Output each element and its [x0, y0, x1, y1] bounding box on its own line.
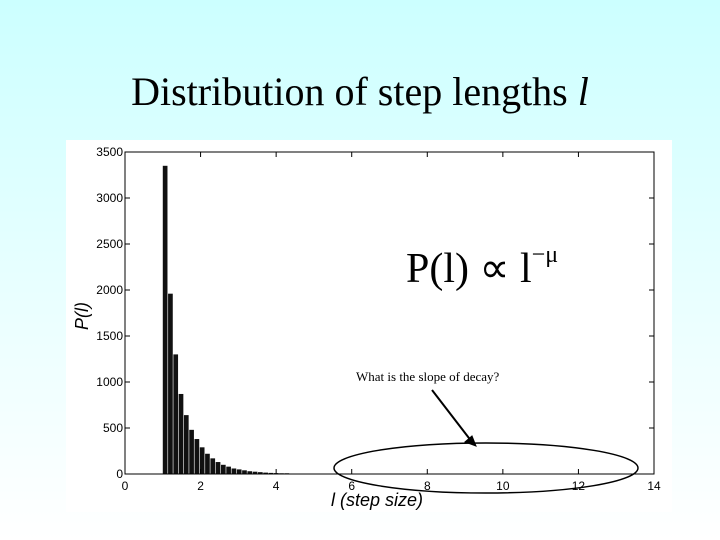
y-tick-label: 1500 — [96, 329, 123, 343]
x-tick-label: 6 — [348, 479, 355, 493]
formula-exponent: −μ — [531, 242, 559, 268]
histogram-bar — [173, 354, 179, 474]
y-tick-label: 1000 — [96, 375, 123, 389]
x-tick-label: 0 — [122, 479, 129, 493]
y-tick-label: 2000 — [96, 283, 123, 297]
histogram-bar — [183, 415, 189, 474]
histogram-bar — [226, 466, 231, 474]
histogram-bar — [263, 472, 268, 474]
histogram-bar — [205, 453, 210, 474]
histogram-bar — [162, 165, 168, 475]
formula-main: P(l) ∝ l — [406, 246, 532, 292]
histogram-chart: 0 2 4 6 8 10 12 14 0 500 1000 1500 2000 2500 3000 3500… — [72, 145, 661, 510]
power-law-formula: P(l) ∝ l−μ — [406, 242, 558, 293]
tail-ellipse — [333, 442, 639, 494]
x-ticks: 0 2 4 6 8 10 12 14 — [122, 152, 661, 493]
plot-frame — [124, 151, 655, 475]
x-tick-label: 10 — [496, 479, 510, 493]
histogram-bar — [258, 472, 263, 474]
title-text: Distribution of step lengths — [131, 69, 578, 114]
histogram-bar — [236, 469, 242, 474]
histogram-bar — [210, 458, 216, 474]
histogram-figure: 0 2 4 6 8 10 12 14 0 500 1000 1500 2000 2500 3000 3500… — [66, 140, 672, 512]
histogram-bar — [220, 464, 226, 474]
histogram-bar — [252, 471, 258, 474]
histogram-bar — [199, 447, 205, 474]
title-variable: l — [577, 69, 589, 114]
x-tick-label: 14 — [647, 479, 661, 493]
x-tick-label: 4 — [273, 479, 280, 493]
x-tick-label: 8 — [424, 479, 431, 493]
x-axis-label: l (step size) — [331, 490, 423, 510]
histogram-bar — [168, 293, 173, 474]
histogram-bar — [189, 429, 194, 474]
y-tick-label: 2500 — [96, 237, 123, 251]
arrow-line — [431, 389, 473, 443]
arrow-head — [464, 435, 477, 447]
x-tick-label: 2 — [197, 479, 204, 493]
x-tick-label: 12 — [572, 479, 586, 493]
y-tick-label: 3500 — [96, 145, 123, 159]
y-tick-label: 0 — [116, 467, 123, 481]
y-tick-label: 3000 — [96, 191, 123, 205]
histogram-bar — [231, 468, 237, 474]
question-label: What is the slope of decay? — [354, 368, 538, 386]
slide-title: Distribution of step lengths l — [0, 68, 720, 115]
histogram-bar — [215, 462, 221, 474]
histogram-bar — [194, 439, 200, 474]
histogram-bar — [178, 393, 184, 474]
y-axis-label: P(l) — [72, 302, 92, 330]
bars-group — [162, 165, 290, 475]
histogram-bar — [247, 471, 253, 474]
y-tick-label: 500 — [103, 421, 123, 435]
histogram-bar — [268, 472, 274, 474]
histogram-bar — [242, 470, 247, 474]
y-ticks: 0 500 1000 1500 2000 2500 3000 3500 — [96, 145, 654, 481]
